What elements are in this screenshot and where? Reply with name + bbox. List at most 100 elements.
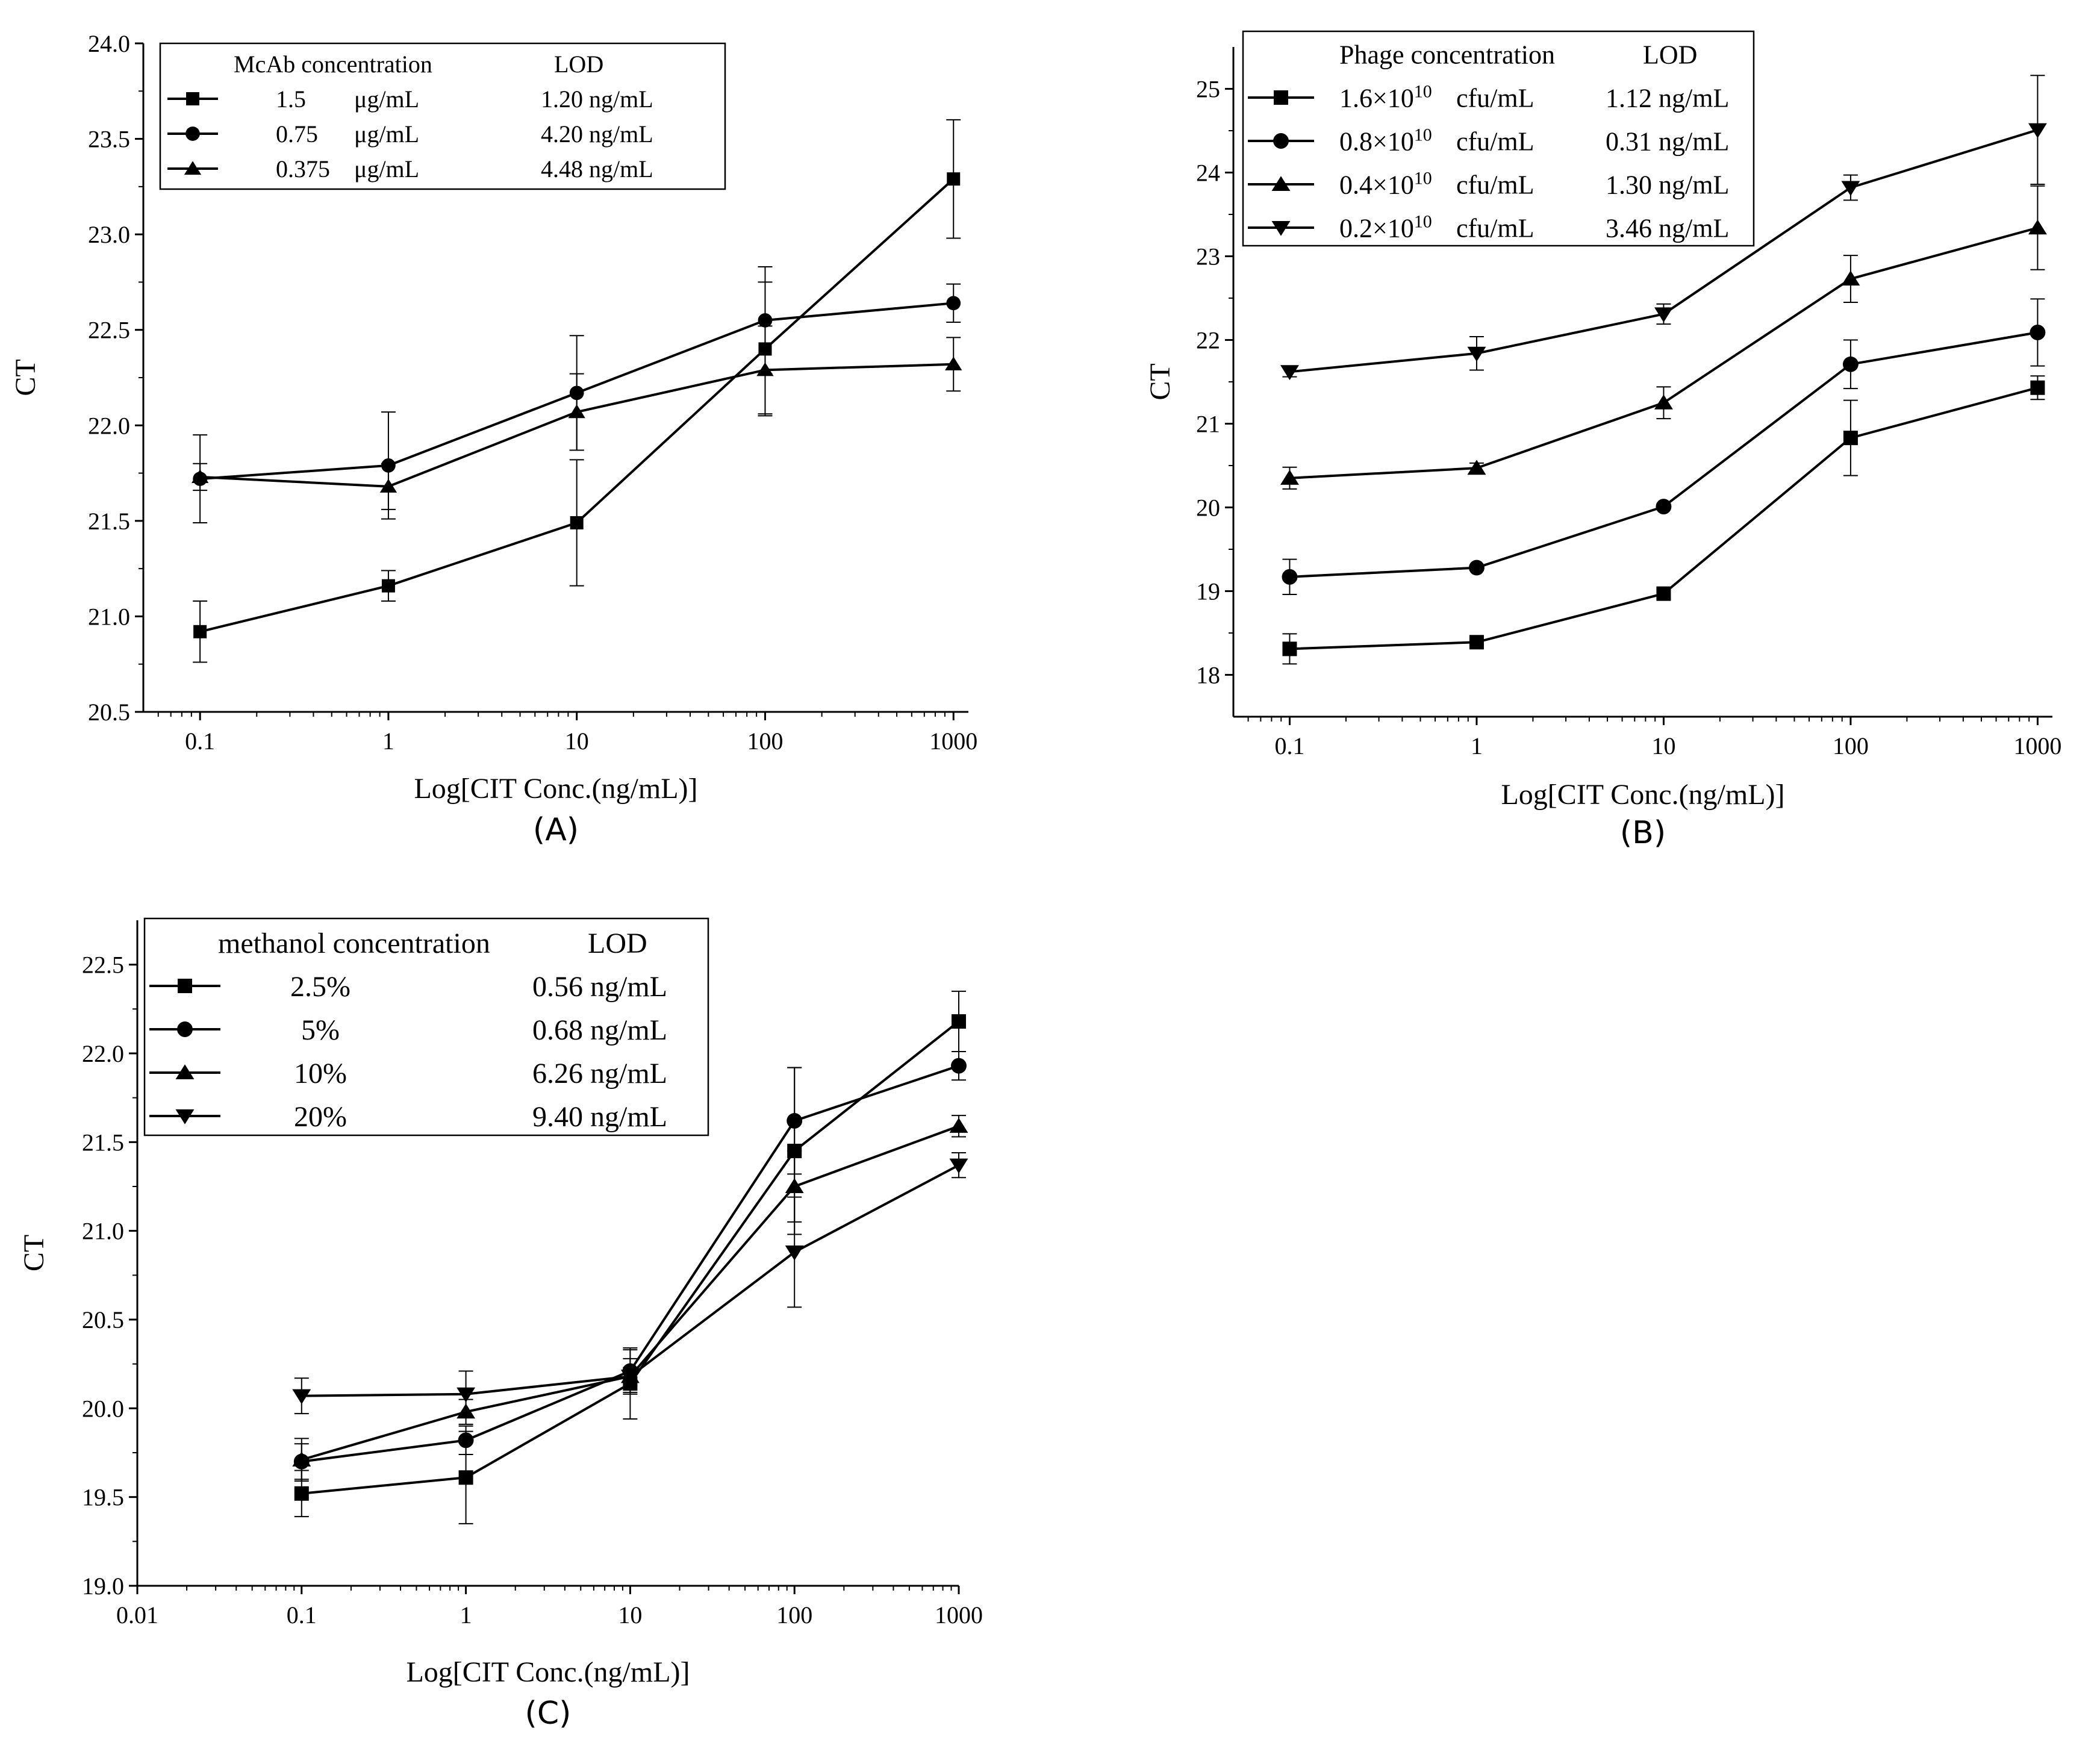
data-point xyxy=(458,1432,474,1448)
y-tick-label: 21 xyxy=(1196,411,1220,438)
legend-marker xyxy=(175,1064,195,1080)
legend: methanol concentration LOD 2.5% 0.56 ng/mL 5… xyxy=(143,917,709,1136)
data-point xyxy=(785,1178,804,1194)
legend-marker xyxy=(1273,133,1289,149)
data-point xyxy=(787,1113,803,1129)
legend-entry-text: 2.5% xyxy=(290,971,351,1003)
data-point xyxy=(2030,325,2046,340)
data-point xyxy=(1842,356,1859,372)
legend-entry-text: 0.68 ng/mL xyxy=(532,1014,667,1046)
legend-entry-text: 0.75 xyxy=(276,120,318,148)
x-tick-label: 1 xyxy=(460,1601,472,1629)
series-3 xyxy=(1280,75,2047,381)
panel-label: (C) xyxy=(525,1695,572,1732)
x-tick-label: 1000 xyxy=(2013,732,2061,759)
y-tick-label: 22.5 xyxy=(88,317,130,344)
x-axis-title: Log[CIT Conc.(ng/mL)] xyxy=(414,773,697,805)
series-line xyxy=(1289,386,2038,650)
data-point xyxy=(1280,365,1299,381)
x-axis-title: Log[CIT Conc.(ng/mL)] xyxy=(1501,779,1784,811)
data-point xyxy=(951,1058,967,1074)
data-point xyxy=(2028,219,2047,235)
legend-marker xyxy=(1271,176,1291,192)
data-point xyxy=(458,1470,473,1485)
legend-concentration-base: 0.4×10 xyxy=(1339,170,1414,199)
legend-entry-text: 4.20 ng/mL xyxy=(541,120,653,148)
chart-c: 19.0 19.5 20.0 20.5 21.0 21.5 22.0 22.5 0.01 0.1 1… xyxy=(18,917,983,1732)
y-tick-label: 19.5 xyxy=(82,1484,124,1511)
x-tick-label: 1 xyxy=(1471,732,1483,759)
data-point xyxy=(379,479,397,493)
y-tick-label: 21.5 xyxy=(88,508,130,535)
y-tick-label: 24 xyxy=(1196,160,1220,187)
legend-header: LOD xyxy=(588,928,647,959)
data-point xyxy=(570,516,584,530)
legend-entry-text: 0.4×1010 xyxy=(1339,168,1432,199)
data-point xyxy=(191,469,209,484)
x-tick-label: 1000 xyxy=(929,728,977,755)
data-point xyxy=(1280,470,1299,485)
x-tick-label: 100 xyxy=(1833,732,1869,759)
data-point xyxy=(568,404,585,419)
data-point xyxy=(785,1245,804,1261)
legend-entry-text: 0.8×1010 xyxy=(1339,125,1432,156)
legend-lod: 3.46 ng/mL xyxy=(1606,213,1729,243)
y-tick-label: 19.0 xyxy=(82,1573,124,1600)
y-tick-label: 20.5 xyxy=(82,1306,124,1333)
legend-concentration-exponent: 10 xyxy=(1414,211,1432,231)
x-tick-label: 0.01 xyxy=(116,1601,158,1629)
legend-concentration-exponent: 10 xyxy=(1414,168,1432,188)
chart-a: 20.5 21.0 21.5 22.0 22.5 23.0 23.5 24.0 0.1 1 10 10… xyxy=(10,30,977,848)
data-point xyxy=(2028,123,2047,139)
y-tick-label: 20.0 xyxy=(82,1395,124,1422)
series-line xyxy=(1289,331,2038,578)
data-point xyxy=(1467,346,1486,362)
legend-entry-text: μg/mL xyxy=(354,155,419,182)
legend-entry-text: 1.5 xyxy=(276,86,306,113)
legend-concentration-exponent: 10 xyxy=(1414,125,1432,145)
y-tick-label: 21.5 xyxy=(82,1129,124,1156)
series-line xyxy=(1289,226,2038,479)
y-tick-label: 18 xyxy=(1196,662,1220,689)
legend-entry-text: 9.40 ng/mL xyxy=(532,1101,667,1133)
data-point xyxy=(756,362,774,376)
data-point xyxy=(1282,641,1297,656)
data-point xyxy=(1282,569,1298,585)
legend-header: McAb concentration xyxy=(234,51,432,78)
legend-marker xyxy=(177,1021,193,1037)
legend-header: LOD xyxy=(554,51,603,78)
x-tick-label: 0.1 xyxy=(1274,732,1304,759)
legend-unit: cfu/mL xyxy=(1456,170,1534,199)
data-point xyxy=(946,296,961,311)
legend-marker xyxy=(175,1109,195,1124)
data-point xyxy=(1468,560,1485,576)
data-point xyxy=(1469,635,1484,650)
y-tick-label: 23.5 xyxy=(88,126,130,153)
data-point xyxy=(1656,499,1672,515)
legend-entry-text: 10% xyxy=(294,1058,347,1090)
series-0 xyxy=(1282,375,2045,665)
legend-entry-text: 1.20 ng/mL xyxy=(541,86,653,113)
y-tick-label: 19 xyxy=(1196,578,1220,605)
data-point xyxy=(758,313,773,328)
y-tick-label: 22.0 xyxy=(82,1040,124,1067)
data-point xyxy=(949,1158,968,1174)
legend-header: Phage concentration xyxy=(1339,40,1555,69)
legend-lod: 1.12 ng/mL xyxy=(1606,83,1729,113)
legend-marker xyxy=(1271,220,1291,236)
legend-entry-text: 6.26 ng/mL xyxy=(532,1058,667,1090)
legend-marker xyxy=(1274,90,1288,105)
x-tick-label: 10 xyxy=(565,728,589,755)
legend-entry-text: μg/mL xyxy=(354,120,419,148)
legend-entry-text: 1.6×1010 xyxy=(1339,81,1432,113)
legend-lod: 1.30 ng/mL xyxy=(1606,170,1729,199)
data-point xyxy=(1656,586,1671,601)
y-tick-label: 23.0 xyxy=(88,221,130,248)
data-point xyxy=(2030,380,2045,395)
data-point xyxy=(620,1370,640,1385)
y-tick-label: 25 xyxy=(1196,76,1220,103)
data-point xyxy=(292,1389,311,1404)
data-point xyxy=(1841,270,1860,286)
